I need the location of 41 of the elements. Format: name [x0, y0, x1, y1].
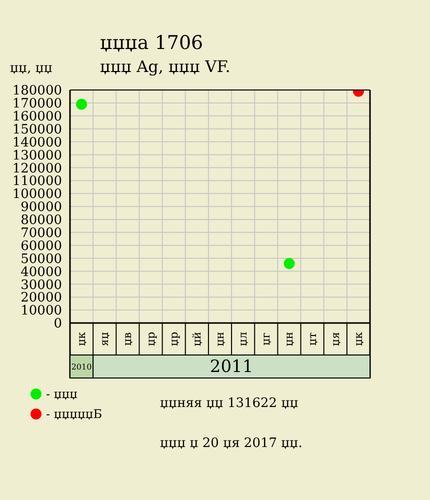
- y-tick-label: 130000: [12, 148, 62, 164]
- x-tick-label: џн: [214, 332, 226, 346]
- y-tick-label: 140000: [12, 135, 62, 150]
- y-tick-label: 160000: [12, 110, 62, 125]
- x-tick-label: џй: [190, 332, 204, 346]
- y-axis-title: џџ, џџ: [10, 61, 52, 76]
- y-tick-label: 150000: [12, 122, 62, 138]
- y-tick-label: 90000: [20, 200, 62, 216]
- y-tick-label: 110000: [12, 174, 62, 190]
- chart-title: џџџа 1706: [100, 32, 204, 54]
- legend-label: - џџџџџБ: [46, 407, 102, 421]
- y-tick-label: 60000: [20, 238, 62, 254]
- x-tick-label: яџ: [98, 332, 112, 346]
- text: џџняя џџ 131622 џџ: [160, 395, 300, 413]
- y-tick-label: 50000: [20, 252, 62, 267]
- x-tick-label: џв: [121, 332, 134, 346]
- y-tick-label: 40000: [20, 264, 62, 280]
- y-tick-label: 120000: [12, 161, 62, 176]
- x-tick-label: џг: [260, 332, 273, 346]
- x-tick-label: џт: [306, 332, 319, 346]
- text: 2011: [210, 357, 254, 377]
- y-tick-label: 20000: [20, 290, 62, 306]
- y-tick-label: 180000: [12, 84, 62, 99]
- chart-subtitle: џџџ Ag, џџџ VF.: [100, 57, 230, 76]
- legend-label: - џџџ: [46, 387, 78, 401]
- y-tick-label: 30000: [20, 278, 62, 293]
- y-tick-label: 10000: [20, 304, 62, 319]
- y-tick-label: 70000: [20, 226, 62, 242]
- x-tick-label: џл: [236, 332, 250, 346]
- x-tick-label: џр: [144, 332, 158, 346]
- text: џџџ џ 20 џя 2017 џџ.: [160, 435, 302, 453]
- y-tick-label: 100000: [12, 187, 62, 202]
- x-tick-label: џк: [352, 332, 365, 346]
- x-tick-label: џр: [167, 332, 180, 346]
- y-tick-label: 0: [54, 316, 62, 332]
- x-tick-label: џк: [75, 332, 88, 346]
- y-tick-label: 80000: [20, 213, 62, 228]
- text: 2010: [71, 362, 92, 372]
- y-tick-label: 170000: [12, 96, 62, 112]
- x-tick-label: џя: [328, 332, 342, 346]
- x-tick-label: џн: [282, 332, 296, 346]
